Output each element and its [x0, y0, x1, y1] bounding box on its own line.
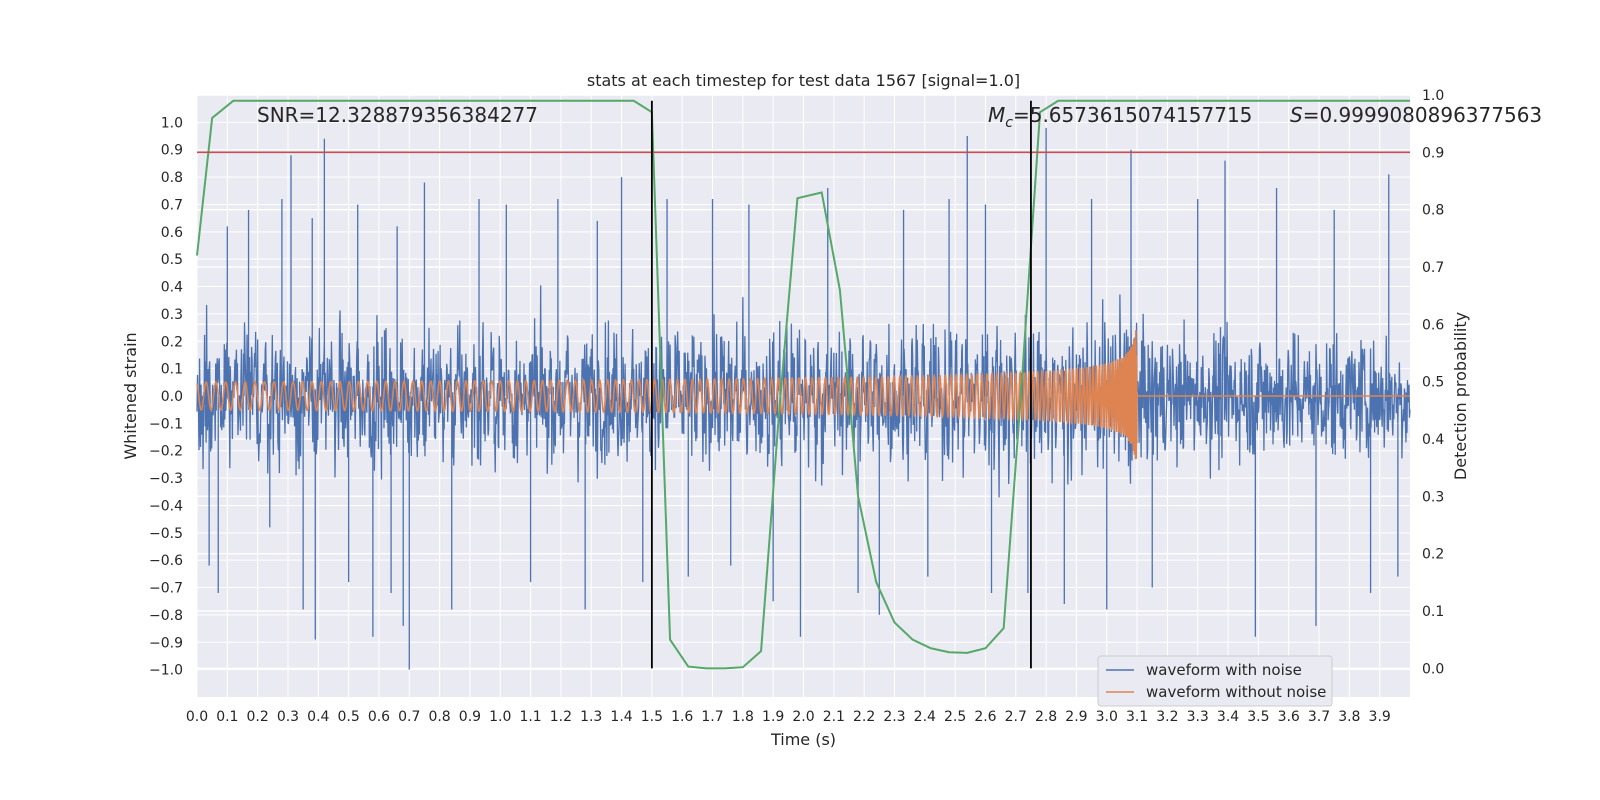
legend-box — [1097, 655, 1333, 707]
x-tick-label: 1.9 — [762, 709, 784, 725]
y-tick-label: −0.8 — [149, 608, 183, 624]
y-tick-label: −0.6 — [149, 553, 183, 569]
clean-waveform-line — [196, 330, 1410, 460]
mc-symbol: M — [988, 103, 1005, 127]
x-tick-label: 0.5 — [337, 709, 359, 725]
snr-annotation: SNR=12.328879356384277 — [257, 103, 538, 127]
y2-tick-label: 0.1 — [1422, 604, 1444, 620]
x-tick-label: 3.2 — [1156, 709, 1178, 725]
x-tick-label: 0.0 — [186, 709, 208, 725]
y2-tick-label: 0.3 — [1422, 489, 1444, 505]
mc-subscript: c — [1005, 115, 1013, 131]
y-tick-label: 0.9 — [161, 143, 183, 159]
y2-tick-label: 0.6 — [1422, 317, 1444, 333]
x-axis-label: Time (s) — [770, 730, 836, 749]
x-tick-label: 3.5 — [1247, 709, 1269, 725]
s-symbol: S — [1290, 103, 1303, 127]
x-tick-label: 1.7 — [701, 709, 723, 725]
x-tick-label: 0.2 — [247, 709, 269, 725]
mc-value: =5.6573615074157715 — [1013, 103, 1252, 127]
y-tick-label: 0.7 — [161, 197, 183, 213]
x-tick-label: 2.8 — [1035, 709, 1057, 725]
x-tick-label: 0.4 — [307, 709, 329, 725]
legend-label-clean: waveform without noise — [1146, 683, 1326, 701]
x-tick-labels: 0.0 0.1 0.2 0.3 0.4 0.5 0.6 0.7 0.8 0.9 1.0 1.1 1.2 1… — [186, 709, 1391, 725]
y-tick-label: 0.5 — [161, 252, 183, 268]
s-annotation: S=0.9999080896377563 — [1290, 103, 1542, 127]
s-value: =0.9999080896377563 — [1303, 103, 1542, 127]
y-tick-label: −1.0 — [149, 663, 183, 679]
x-tick-label: 3.8 — [1338, 709, 1360, 725]
y-tick-label: 0.2 — [161, 334, 183, 350]
y2-axis-label: Detection probability — [1451, 312, 1470, 480]
chirp-mass-annotation: Mc=5.6573615074157715 — [988, 103, 1252, 131]
x-tick-label: 0.3 — [277, 709, 299, 725]
y-axis-label: Whitened strain — [121, 332, 140, 459]
y-tick-label: 0.1 — [161, 362, 183, 378]
x-tick-label: 3.1 — [1126, 709, 1148, 725]
x-tick-label: 2.6 — [974, 709, 996, 725]
y-tick-labels: 1.0 0.9 0.8 0.7 0.6 0.5 0.4 0.3 0.2 0.1 0.0 −0.1 −0.… — [149, 115, 183, 678]
x-tick-label: 3.0 — [1096, 709, 1118, 725]
legend: waveform with noise waveform without noi… — [1097, 655, 1333, 707]
x-tick-label: 0.9 — [459, 709, 481, 725]
y2-tick-label: 0.4 — [1422, 432, 1444, 448]
series-detection-probability — [196, 99, 1410, 670]
y-tick-label: 1.0 — [161, 115, 183, 131]
x-tick-label: 0.7 — [398, 709, 420, 725]
series-waveform-without-noise — [196, 330, 1410, 460]
x-tick-label: 2.4 — [914, 709, 936, 725]
y-tick-label: 0.6 — [161, 225, 183, 241]
y2-tick-label: 1.0 — [1422, 88, 1444, 104]
x-tick-label: 3.9 — [1369, 709, 1391, 725]
x-tick-label: 3.4 — [1217, 709, 1239, 725]
x-tick-label: 1.0 — [489, 709, 511, 725]
y-tick-label: 0.8 — [161, 170, 183, 186]
y-tick-label: −0.3 — [149, 471, 183, 487]
y-tick-label: 0.3 — [161, 307, 183, 323]
x-tick-label: 0.8 — [428, 709, 450, 725]
y-tick-label: −0.5 — [149, 526, 183, 542]
x-tick-label: 3.3 — [1187, 709, 1209, 725]
x-tick-label: 1.4 — [610, 709, 632, 725]
y-tick-label: −0.2 — [149, 444, 183, 460]
y2-tick-label: 0.5 — [1422, 375, 1444, 391]
y-tick-label: −0.9 — [149, 635, 183, 651]
y2-tick-label: 0.8 — [1422, 203, 1444, 219]
x-tick-label: 2.2 — [853, 709, 875, 725]
y2-tick-label: 0.0 — [1422, 661, 1444, 677]
x-tick-label: 1.1 — [519, 709, 541, 725]
x-tick-label: 2.0 — [792, 709, 814, 725]
x-tick-label: 0.1 — [216, 709, 238, 725]
x-tick-label: 2.1 — [823, 709, 845, 725]
x-tick-label: 3.6 — [1278, 709, 1300, 725]
x-tick-label: 2.5 — [944, 709, 966, 725]
y2-tick-label: 0.2 — [1422, 547, 1444, 563]
x-tick-label: 2.3 — [883, 709, 905, 725]
overlays — [197, 100, 1410, 669]
x-tick-label: 3.7 — [1308, 709, 1330, 725]
x-tick-label: 1.5 — [641, 709, 663, 725]
legend-label-noise: waveform with noise — [1146, 661, 1302, 679]
x-tick-label: 1.2 — [550, 709, 572, 725]
y-tick-label: −0.4 — [149, 498, 183, 514]
y-tick-label: −0.1 — [149, 416, 183, 432]
chart-title: stats at each timestep for test data 156… — [587, 71, 1020, 90]
x-tick-label: 0.6 — [368, 709, 390, 725]
y-tick-label: 0.4 — [161, 280, 183, 296]
x-tick-label: 1.6 — [671, 709, 693, 725]
x-tick-label: 1.8 — [732, 709, 754, 725]
y2-tick-labels: 1.0 0.9 0.8 0.7 0.6 0.5 0.4 0.3 0.2 0.1 0.0 — [1422, 88, 1444, 677]
y2-tick-label: 0.7 — [1422, 260, 1444, 276]
y-tick-label: 0.0 — [161, 389, 183, 405]
x-tick-label: 2.7 — [1005, 709, 1027, 725]
x-tick-label: 1.3 — [580, 709, 602, 725]
probability-line — [196, 99, 1410, 670]
y-tick-label: −0.7 — [149, 581, 183, 597]
y2-tick-label: 0.9 — [1422, 145, 1444, 161]
x-tick-label: 2.9 — [1065, 709, 1087, 725]
